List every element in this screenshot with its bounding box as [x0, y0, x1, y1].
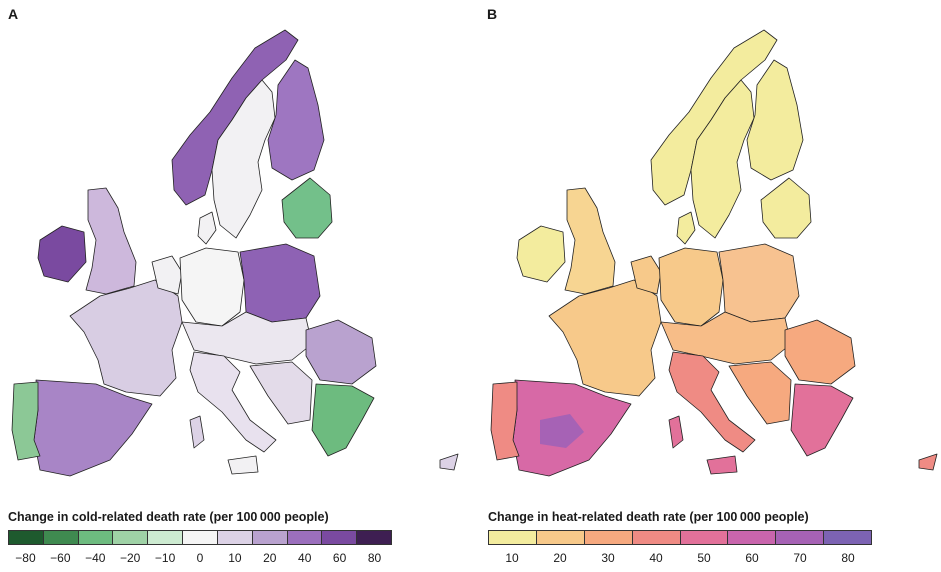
- legend-b-swatch: [584, 531, 633, 544]
- legend-b-swatch: [776, 531, 825, 544]
- region-bulgaria-greece: [790, 383, 854, 457]
- legend-a-tick-label: 60: [332, 551, 347, 565]
- region-germany: [658, 247, 724, 327]
- legend-b-title: Change in heat-related death rate (per 1…: [488, 510, 809, 524]
- legend-a-tick-label: 0: [196, 551, 204, 565]
- region-ireland: [37, 225, 87, 283]
- region-balkans: [249, 361, 313, 425]
- region-france: [548, 279, 662, 397]
- region-benelux: [630, 255, 662, 295]
- legend-a-swatch: [357, 531, 391, 544]
- region-spain: [33, 379, 153, 477]
- legend-a-tick-label: −20: [119, 551, 141, 565]
- region-cyprus: [918, 453, 938, 471]
- legend-a-tick-label: 80: [367, 551, 382, 565]
- region-sardinia: [189, 415, 205, 449]
- legend-b-swatch: [489, 531, 537, 544]
- legend-b-tick-label: 70: [793, 551, 807, 565]
- region-baltics: [281, 177, 333, 239]
- legend-b-ticks: 10 20 30 40 50 60 70 80: [488, 551, 872, 565]
- region-benelux: [151, 255, 183, 295]
- region-finland: [267, 59, 325, 181]
- region-sicily: [227, 455, 259, 475]
- region-finland: [746, 59, 804, 181]
- region-balkans: [728, 361, 792, 425]
- region-romania: [784, 319, 856, 385]
- region-sicily: [706, 455, 738, 475]
- legend-a-swatch: [183, 531, 218, 544]
- legend-b-swatch: [536, 531, 585, 544]
- maps-canvas: [11, 29, 938, 477]
- legend-b-colorbar: [488, 530, 872, 545]
- legend-a-swatch: [252, 531, 288, 544]
- region-germany: [179, 247, 245, 327]
- legend-a-tick-label: 20: [263, 551, 277, 565]
- legend-a-tick-label: −40: [85, 551, 106, 565]
- region-baltics: [760, 177, 812, 239]
- region-cyprus: [439, 453, 459, 471]
- panel-a-label: A: [8, 6, 19, 22]
- region-denmark: [197, 211, 217, 245]
- legend-a-swatch: [148, 531, 184, 544]
- region-great-britain: [564, 187, 616, 295]
- region-spain-centre: [540, 414, 584, 448]
- region-italy: [668, 351, 756, 453]
- region-sweden: [211, 79, 276, 239]
- legend-a-swatch: [78, 531, 114, 544]
- region-ireland: [516, 225, 566, 283]
- region-denmark: [676, 211, 696, 245]
- legend-b-tick-label: 40: [649, 551, 663, 565]
- legend-b-tick-label: 60: [745, 551, 759, 565]
- legend-b-tick-label: 20: [553, 551, 567, 565]
- region-bulgaria-greece: [311, 383, 375, 457]
- legend-a-tick-label: −60: [50, 551, 71, 565]
- legend-a-swatch: [217, 531, 253, 544]
- legend-a-tick-label: −10: [154, 551, 176, 565]
- legend-b-swatch: [728, 531, 777, 544]
- cold-map: [11, 29, 459, 477]
- legend-b-swatch: [824, 531, 871, 544]
- region-poland: [239, 243, 321, 323]
- legend-a-tick-label: 40: [298, 551, 312, 565]
- legend-b-tick-label: 10: [505, 551, 519, 565]
- legend-a-swatch: [43, 531, 79, 544]
- legend-a-tick-label: 10: [228, 551, 242, 565]
- region-france: [69, 279, 183, 397]
- legend-a-swatch: [322, 531, 358, 544]
- panel-b-label: B: [487, 6, 498, 22]
- legend-a-swatch: [287, 531, 323, 544]
- region-italy: [189, 351, 277, 453]
- region-great-britain: [85, 187, 137, 295]
- region-sweden: [690, 79, 755, 239]
- legend-a-swatch: [113, 531, 149, 544]
- legend-a-tick-label: −80: [15, 551, 36, 565]
- legend-b-tick-label: 30: [601, 551, 615, 565]
- region-romania: [305, 319, 377, 385]
- legend-a-title: Change in cold-related death rate (per 1…: [8, 510, 329, 524]
- legend-b-tick-label: 50: [697, 551, 711, 565]
- region-sardinia: [668, 415, 684, 449]
- region-portugal: [11, 381, 41, 461]
- legend-b-tick-label: 80: [841, 551, 855, 565]
- legend-a-swatch: [9, 531, 44, 544]
- heat-map: [490, 29, 938, 477]
- legend-a-ticks: −80 −60 −40 −20 −10 0 10 20 40 60 80: [8, 551, 392, 565]
- legend-b-swatch: [680, 531, 729, 544]
- region-poland: [718, 243, 800, 323]
- region-portugal: [490, 381, 520, 461]
- legend-b-swatch: [632, 531, 681, 544]
- legend-a-colorbar: [8, 530, 392, 545]
